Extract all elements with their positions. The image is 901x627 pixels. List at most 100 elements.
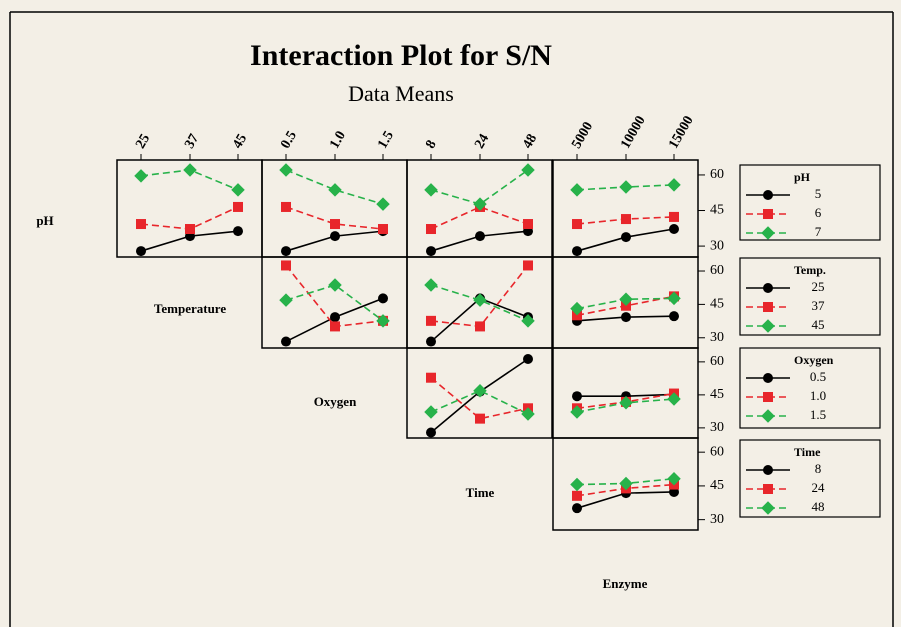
y-tick-label: 30 [710, 238, 724, 253]
marker [572, 246, 582, 257]
marker [669, 311, 679, 322]
y-tick-label: 60 [710, 444, 724, 459]
marker [473, 197, 487, 211]
marker [667, 291, 681, 306]
legend-marker [761, 501, 775, 515]
marker [570, 183, 584, 197]
series-line [430, 389, 529, 415]
factor-label: Temperature [154, 301, 226, 316]
marker [426, 246, 436, 257]
marker [619, 180, 633, 194]
marker [136, 219, 146, 230]
marker [521, 163, 535, 177]
marker [330, 312, 340, 323]
x-tick-label: 24 [472, 132, 492, 152]
series-line [430, 169, 529, 205]
series-line [285, 169, 384, 205]
chart-subtitle: Data Means [348, 81, 454, 106]
legend-label: 1.0 [810, 388, 826, 403]
legend-marker [761, 409, 775, 423]
marker [669, 211, 679, 222]
marker [619, 476, 633, 491]
marker [621, 312, 631, 323]
factor-label: Oxygen [314, 394, 357, 409]
marker [281, 336, 291, 347]
marker [279, 163, 293, 177]
marker [136, 246, 146, 257]
legend-marker [763, 484, 773, 494]
marker [328, 183, 342, 197]
marker [570, 301, 584, 316]
x-tick-label: 37 [182, 132, 202, 152]
marker [426, 372, 436, 383]
marker [621, 214, 631, 225]
y-tick-label: 60 [710, 354, 724, 369]
factor-label: Time [466, 485, 495, 500]
legend-label: 24 [812, 480, 826, 495]
legend-label: 1.5 [810, 407, 826, 422]
marker [426, 427, 436, 438]
marker [572, 219, 582, 230]
series-line [285, 206, 384, 230]
y-tick-label: 60 [710, 263, 724, 278]
marker [521, 407, 535, 421]
marker [572, 503, 582, 514]
legend-box [739, 257, 881, 336]
marker [281, 260, 291, 271]
marker [572, 490, 582, 501]
marker [475, 321, 485, 332]
marker [667, 392, 681, 406]
legend-marker [761, 319, 775, 333]
legend-marker [763, 392, 773, 402]
marker [231, 183, 245, 197]
marker [330, 231, 340, 242]
marker [378, 224, 388, 235]
marker [185, 224, 195, 235]
marker [572, 391, 582, 402]
legend-marker [761, 226, 775, 240]
y-tick-label: 30 [710, 330, 724, 345]
marker [376, 197, 390, 211]
legend-label: 6 [815, 205, 822, 220]
legend-label: 8 [815, 461, 822, 476]
legend-box [739, 347, 881, 429]
marker [523, 354, 533, 365]
legend-marker [763, 209, 773, 219]
legend-label: 37 [812, 298, 826, 313]
legend-box [739, 164, 881, 241]
y-tick-label: 30 [710, 512, 724, 527]
series-line [430, 284, 529, 322]
x-tick-label: 45 [230, 132, 250, 152]
y-tick-label: 45 [710, 478, 724, 493]
y-tick-label: 60 [710, 167, 724, 182]
marker [426, 336, 436, 347]
y-tick-label: 45 [710, 297, 724, 312]
legend-marker [763, 190, 773, 200]
factor-label: pH [36, 213, 53, 228]
legend-title: Temp. [794, 263, 826, 277]
series-line [285, 284, 384, 322]
legend-label: 5 [815, 186, 822, 201]
legend-label: 0.5 [810, 369, 826, 384]
marker [330, 219, 340, 230]
y-tick-label: 30 [710, 420, 724, 435]
marker [475, 231, 485, 242]
y-tick-label: 45 [710, 387, 724, 402]
marker [570, 477, 584, 492]
marker [424, 278, 438, 292]
marker [426, 315, 436, 326]
legend-label: 48 [812, 499, 825, 514]
panel [552, 437, 699, 531]
marker [667, 178, 681, 192]
marker [523, 260, 533, 271]
marker [134, 169, 148, 183]
marker [281, 246, 291, 257]
marker [473, 293, 487, 307]
legend-marker [763, 373, 773, 383]
legend-label: 7 [815, 224, 822, 239]
panel [406, 347, 553, 439]
marker [328, 278, 342, 292]
marker [619, 396, 633, 410]
marker [619, 292, 633, 307]
